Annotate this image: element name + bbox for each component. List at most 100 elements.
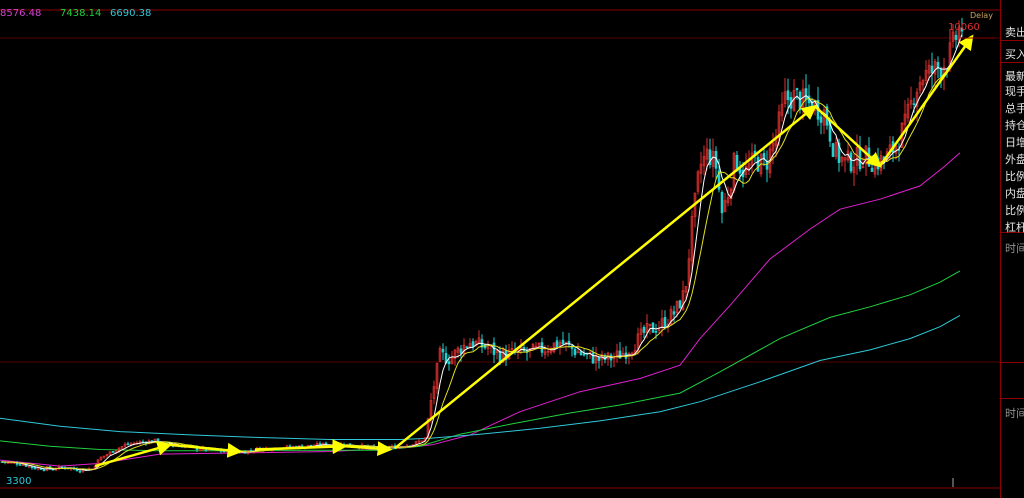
candle-body xyxy=(495,350,499,354)
candle-body xyxy=(852,166,856,173)
candle-body xyxy=(537,342,541,346)
candle-body xyxy=(960,27,964,32)
side-row-label: 杠杆 xyxy=(1005,221,1024,234)
candle-body xyxy=(465,346,469,349)
candle-body xyxy=(417,440,421,443)
candle-body xyxy=(924,70,928,81)
candle-body xyxy=(579,351,583,355)
quote-side-panel: 延时 卖出买入最新现手总手持仓日增外盘比例内盘比例杠杆时间时间 xyxy=(1000,0,1024,498)
trend-arrow xyxy=(344,441,393,457)
side-row-label: 总手 xyxy=(1005,102,1024,115)
candle-body xyxy=(486,347,490,350)
candle-body xyxy=(582,353,586,356)
candle-body xyxy=(672,311,676,315)
candle-body xyxy=(756,157,760,172)
candle-body xyxy=(42,469,46,472)
candle-body xyxy=(663,317,667,328)
candle-body xyxy=(702,156,706,167)
trend-arrow xyxy=(254,439,348,455)
candle-body xyxy=(696,171,700,192)
side-row-label: 现手 xyxy=(1005,85,1024,98)
side-separator xyxy=(1001,62,1024,63)
side-row-label: 持仓 xyxy=(1005,119,1024,132)
side-separator xyxy=(1001,362,1024,363)
ma20-line xyxy=(0,152,961,467)
chart-canvas[interactable]: 10060 3300 xyxy=(0,0,1000,498)
candle-body xyxy=(951,31,955,42)
candle-body xyxy=(198,449,202,452)
candle-body xyxy=(612,357,616,360)
candle-body xyxy=(840,156,844,162)
candle-body xyxy=(576,351,580,354)
candle-body xyxy=(903,113,907,125)
ma60-line xyxy=(0,270,961,452)
candle-body xyxy=(786,90,790,100)
candle-body xyxy=(849,152,853,172)
delay-label: Delay xyxy=(970,11,993,20)
candle-body xyxy=(27,465,31,468)
side-row-label: 时间 xyxy=(1005,407,1024,420)
side-row-label: 日增 xyxy=(1005,136,1024,149)
candle-body xyxy=(747,163,751,169)
candle-body xyxy=(804,88,808,100)
candle-body xyxy=(111,450,115,453)
candle-body xyxy=(120,445,124,449)
side-separator xyxy=(1001,232,1024,233)
candle-body xyxy=(570,345,574,349)
candle-body xyxy=(771,142,775,152)
ma120-line xyxy=(0,314,961,440)
side-separator xyxy=(1001,40,1024,41)
side-row-label: 比例 xyxy=(1005,170,1024,183)
side-row-label: 内盘 xyxy=(1005,187,1024,200)
candle-body xyxy=(558,341,562,346)
candle-body xyxy=(933,61,937,75)
candle-body xyxy=(453,349,457,359)
candle-body xyxy=(654,330,658,333)
candle-body xyxy=(783,91,787,105)
candle-body xyxy=(909,99,913,105)
candle-body xyxy=(483,344,487,349)
side-row-label: 时间 xyxy=(1005,242,1024,255)
ma120-value: 6690.38 xyxy=(110,8,152,19)
candle-body xyxy=(831,143,835,157)
candle-body xyxy=(690,216,694,262)
candle-body xyxy=(21,464,25,467)
candle-body xyxy=(894,145,898,154)
candle-body xyxy=(912,103,916,105)
price-chart[interactable]: 10060 3300 xyxy=(0,0,1000,498)
candle-body xyxy=(717,170,721,190)
trend-arrow xyxy=(169,442,243,458)
low-price-label: 3300 xyxy=(6,476,31,487)
candle-body xyxy=(954,34,958,40)
candle-body xyxy=(591,352,595,364)
side-row-label: 外盘 xyxy=(1005,153,1024,166)
candle-body xyxy=(18,464,22,466)
candle-body xyxy=(774,135,778,147)
candle-body xyxy=(117,447,121,452)
candle-body xyxy=(870,167,874,172)
side-row-label: 买入 xyxy=(1005,48,1024,61)
candle-body xyxy=(699,163,703,174)
candle-body xyxy=(618,350,622,359)
candle-body xyxy=(915,91,919,107)
candle-body xyxy=(681,290,685,310)
candle-body xyxy=(597,356,601,361)
candle-body xyxy=(510,347,514,351)
candle-body xyxy=(642,326,646,333)
candle-body xyxy=(639,328,643,335)
candle-body xyxy=(462,344,466,354)
candle-body xyxy=(906,103,910,119)
candle-body xyxy=(837,142,841,164)
ma60-value: 7438.14 xyxy=(60,8,102,19)
candle-body xyxy=(648,323,652,326)
candle-body xyxy=(927,64,931,74)
candle-body xyxy=(765,161,769,170)
candle-body xyxy=(861,166,865,168)
candle-body xyxy=(921,80,925,86)
candle-body xyxy=(105,454,109,456)
candle-body xyxy=(546,350,550,353)
candle-body xyxy=(459,348,463,354)
candle-body xyxy=(726,197,730,203)
side-row-label: 卖出 xyxy=(1005,26,1024,39)
candle-body xyxy=(843,157,847,161)
